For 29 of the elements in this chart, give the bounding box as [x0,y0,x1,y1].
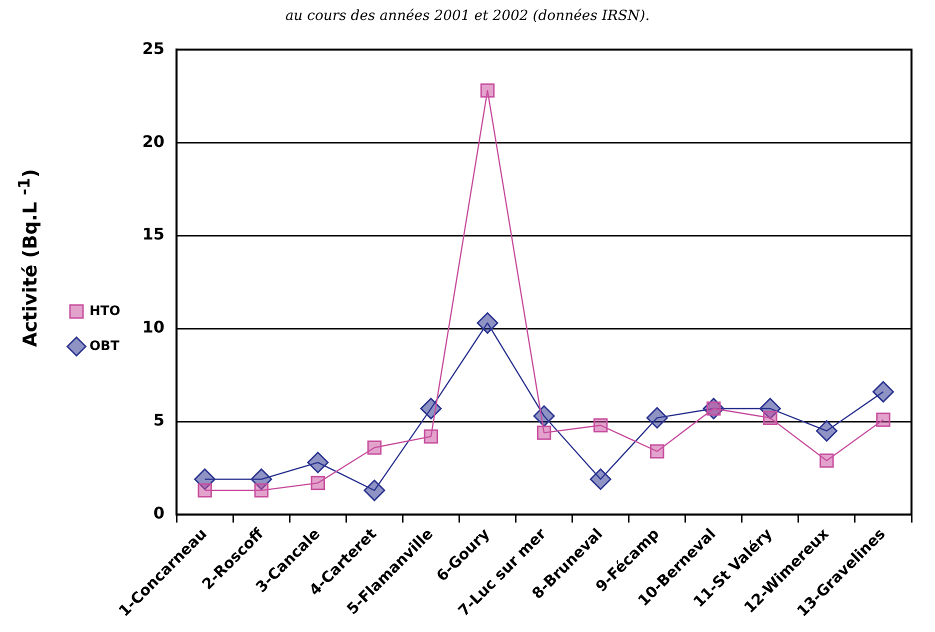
point [198,483,212,498]
point [763,410,778,425]
text: au cours des années 2001 et 2002 (données IRSN). [284,8,651,26]
point [872,381,894,403]
y-tick-label: 0 [153,504,165,523]
point [480,83,495,98]
point [536,426,552,440]
point [424,429,438,444]
y-tick-label: 20 [142,132,165,151]
y-tick-label: 25 [142,38,165,58]
point [476,312,498,334]
y-tick-label: 5 [153,410,165,430]
point [307,452,329,474]
point [816,420,838,442]
point [650,444,664,458]
legend-label: OBT [90,338,120,354]
point [420,398,442,420]
point [310,476,326,490]
point [254,483,268,498]
y-tick-label: 15 [142,224,165,244]
point [364,480,386,502]
point [367,440,382,455]
point [820,454,834,468]
point [593,418,608,432]
legend-label: HTO [90,304,120,319]
point [590,468,612,490]
point [646,407,668,429]
y-tick-label: 10 [142,318,165,337]
point [876,412,890,427]
